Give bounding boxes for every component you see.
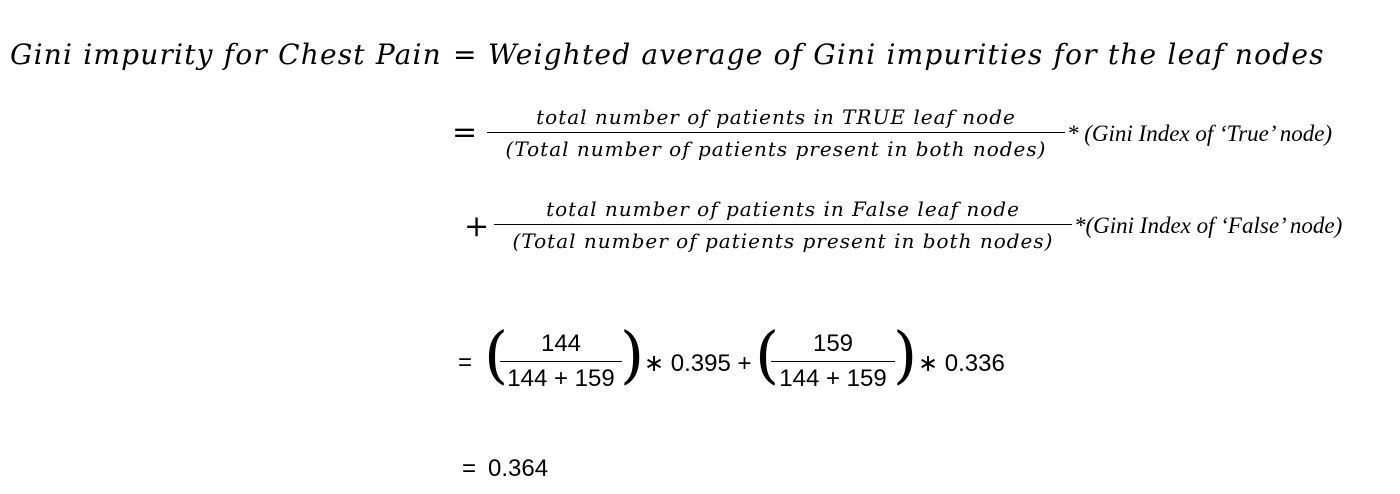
fraction-false-denominator: (Total number of patients present in bot… [512,229,1054,254]
fraction-false-node: total number of patients in False leaf n… [494,196,1072,254]
close-paren-2: ) [893,318,918,391]
multiplier-0-395: ∗ 0.395 + [644,350,752,377]
close-paren-1: ) [620,318,645,391]
gini-index-true-node: * (Gini Index of ‘True’ node) [1067,121,1333,146]
equals-sign-3: = [458,349,473,376]
fraction-true-numerator: total number of patients in TRUE leaf no… [536,105,1016,129]
fraction-bar [771,361,895,363]
fraction-bar [500,361,622,363]
plus-sign: + [464,209,490,244]
numeric-fraction-1-denominator: 144 + 159 [507,365,615,393]
numeric-fraction-2-numerator: 159 [812,330,854,357]
numeric-fraction-1: 144 144 + 159 [500,330,622,393]
multiplier-0-336: ∗ 0.336 [918,350,1005,377]
equals-sign-4: = [462,455,477,482]
equals-sign-1: = [453,38,477,71]
weighted-average-definition: Weighted average of Gini impurities for … [488,38,1325,71]
open-paren-1: ( [484,318,509,391]
fraction-false-numerator: total number of patients in False leaf n… [546,197,1020,221]
equals-sign-2: = [452,115,478,150]
numeric-fraction-1-numerator: 144 [540,330,582,357]
fraction-true-node: total number of patients in TRUE leaf no… [487,104,1065,162]
open-paren-2: ( [755,318,780,391]
numeric-fraction-2-denominator: 144 + 159 [779,365,887,393]
result-value: 0.364 [488,455,549,482]
fraction-true-denominator: (Total number of patients present in bot… [505,137,1047,162]
lhs-gini-impurity-chest-pain: Gini impurity for Chest Pain [10,38,442,71]
gini-index-false-node: *(Gini Index of ‘False’ node) [1074,213,1343,238]
fraction-bar [487,132,1065,134]
numeric-fraction-2: 159 144 + 159 [771,330,895,393]
fraction-bar [494,224,1072,226]
